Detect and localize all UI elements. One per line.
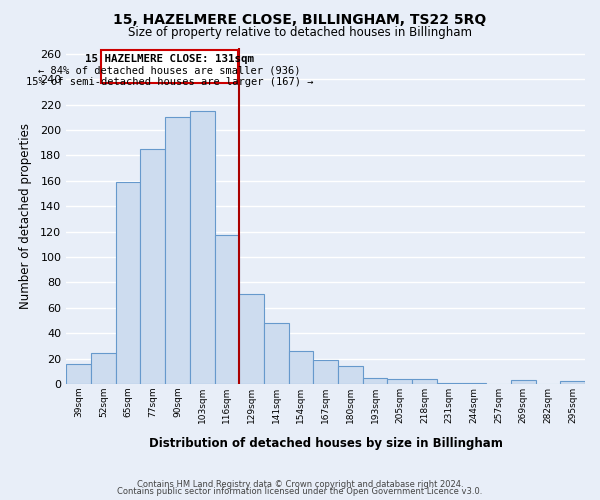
- Text: Contains HM Land Registry data © Crown copyright and database right 2024.: Contains HM Land Registry data © Crown c…: [137, 480, 463, 489]
- Bar: [437, 382, 461, 384]
- Bar: [239, 294, 264, 384]
- Bar: [461, 382, 486, 384]
- Bar: [140, 149, 165, 384]
- Text: ← 84% of detached houses are smaller (936): ← 84% of detached houses are smaller (93…: [38, 66, 301, 76]
- Bar: [313, 360, 338, 384]
- Bar: [67, 364, 91, 384]
- X-axis label: Distribution of detached houses by size in Billingham: Distribution of detached houses by size …: [149, 437, 503, 450]
- Bar: [560, 382, 585, 384]
- Bar: [363, 378, 388, 384]
- Text: Contains public sector information licensed under the Open Government Licence v3: Contains public sector information licen…: [118, 487, 482, 496]
- Bar: [91, 354, 116, 384]
- Bar: [264, 323, 289, 384]
- Text: 15% of semi-detached houses are larger (167) →: 15% of semi-detached houses are larger (…: [26, 76, 313, 86]
- Bar: [412, 379, 437, 384]
- Bar: [190, 111, 215, 384]
- Text: 15 HAZELMERE CLOSE: 131sqm: 15 HAZELMERE CLOSE: 131sqm: [85, 54, 254, 64]
- Bar: [338, 366, 363, 384]
- FancyBboxPatch shape: [101, 50, 238, 83]
- Bar: [215, 236, 239, 384]
- Bar: [116, 182, 140, 384]
- Text: 15, HAZELMERE CLOSE, BILLINGHAM, TS22 5RQ: 15, HAZELMERE CLOSE, BILLINGHAM, TS22 5R…: [113, 12, 487, 26]
- Y-axis label: Number of detached properties: Number of detached properties: [19, 122, 32, 308]
- Text: Size of property relative to detached houses in Billingham: Size of property relative to detached ho…: [128, 26, 472, 39]
- Bar: [289, 351, 313, 384]
- Bar: [388, 379, 412, 384]
- Bar: [165, 118, 190, 384]
- Bar: [511, 380, 536, 384]
